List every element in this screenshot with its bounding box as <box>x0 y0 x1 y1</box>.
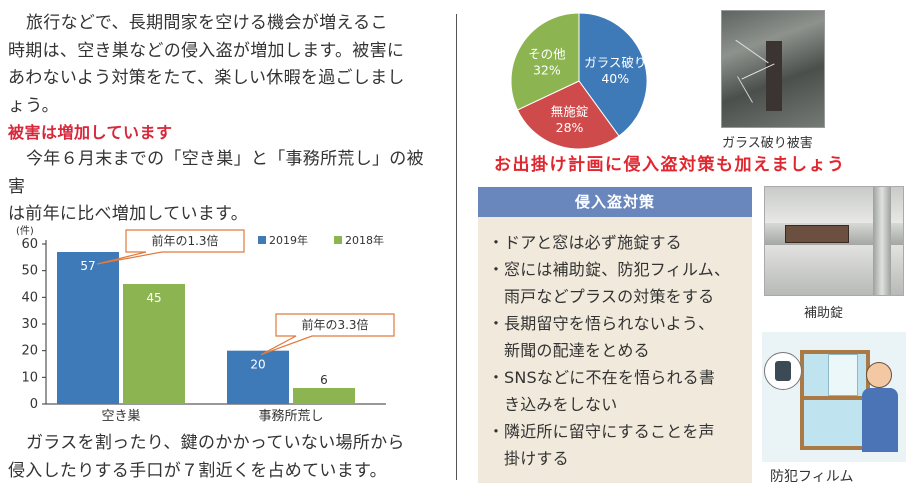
bullet-mark: ・ <box>488 368 505 387</box>
security-film-illustration <box>762 332 906 462</box>
increase-heading: 被害は増加しています <box>8 123 173 142</box>
bar-value-label: 45 <box>146 291 161 305</box>
measures-box: 侵入盗対策 ・ドアと窓は必ず施錠する・窓には補助錠、防犯フィルム、 雨戸などプラス… <box>478 187 752 483</box>
y-tick-label: 40 <box>21 290 38 305</box>
legend-swatch <box>258 236 266 244</box>
intro-line-2: 時期は、空き巣などの侵入盗が増加します。被害に <box>8 40 405 61</box>
bullet-mark: ・ <box>488 422 505 441</box>
bullet-mark: ・ <box>488 233 505 252</box>
bar-chart: (件) 0 10 20 30 40 50 60 57 45 20 6 空き巣 事務所荒し 2019年… <box>16 225 395 424</box>
legend-swatch <box>334 236 342 244</box>
intro-paragraph: 旅行などで、長期間家を空ける機会が増えるこ 時期は、空き巣などの侵入盗が増加しま… <box>8 10 438 120</box>
measure-text: ドアと窓は必ず施錠する <box>504 233 682 252</box>
y-axis-unit-label: (件) <box>16 225 34 237</box>
y-tick-label: 10 <box>21 370 38 385</box>
bottom-line-1: ガラスを割ったり、鍵のかかっていない場所から <box>26 433 405 453</box>
measure-item: ・ドアと窓は必ず施錠する <box>488 229 752 256</box>
glass-photo-caption: ガラス破り被害 <box>722 136 813 151</box>
legend-label: 2019年 <box>269 233 308 247</box>
callout-bubble <box>260 313 395 356</box>
intro-line-1: 旅行などで、長期間家を空ける機会が増えるこ <box>26 13 388 33</box>
y-tick-label: 0 <box>30 397 38 412</box>
y-tick-label: 50 <box>21 264 38 279</box>
measure-item: ・窓には補助錠、防犯フィルム、 雨戸などプラスの対策をする <box>488 256 752 310</box>
increase-paragraph: 今年６月末までの「空き巣」と「事務所荒し」の被害 は前年に比べ増加しています。 <box>8 146 438 229</box>
bar-0-1 <box>227 350 289 404</box>
measure-text: き込みをしない <box>504 395 618 414</box>
measure-item: ・隣近所に留守にすることを声 掛けする <box>488 418 752 472</box>
pie-slice-2 <box>510 12 580 111</box>
film-illus-caption: 防犯フィルム <box>770 469 854 485</box>
bottom-paragraph: ガラスを割ったり、鍵のかかっていない場所から 侵入したりする手口が７割近くを占め… <box>8 430 448 485</box>
bottom-line-2: 侵入したりする手口が７割近くを占めています。 <box>8 460 387 481</box>
measure-item: ・ SNSなどに不在を悟られる書 き込みをしない <box>488 364 752 418</box>
bullet-mark: ・ <box>488 260 505 279</box>
pie-slice-value: 28% <box>556 120 584 135</box>
increase-line-2: は前年に比べ増加しています。 <box>8 204 248 224</box>
y-tick-label: 30 <box>21 317 38 332</box>
y-tick-label: 60 <box>21 237 38 252</box>
measure-text: 雨戸などプラスの対策をする <box>504 287 715 306</box>
measure-item: ・長期留守を悟られないよう、 新聞の配達をとめる <box>488 310 752 364</box>
callout-text: 前年の3.3倍 <box>301 317 368 332</box>
pie-slice-label: その他 <box>528 47 566 62</box>
callout-bubble <box>96 229 245 265</box>
auxiliary-lock-photo <box>764 186 904 296</box>
lock-photo-caption: 補助錠 <box>804 306 844 321</box>
y-tick-label: 20 <box>21 344 38 359</box>
pie-slice-value: 40% <box>601 71 629 86</box>
measure-text: 長期留守を悟られないよう、 <box>504 314 715 333</box>
pie-slice-label: ガラス破り <box>584 55 646 70</box>
column-divider <box>456 14 457 480</box>
outing-heading: お出掛け計画に侵入盗対策も加えましょう <box>494 155 846 175</box>
pie-slice-value: 32% <box>533 63 561 78</box>
pie-slice-0 <box>578 12 648 137</box>
measure-text: 窓には補助錠、防犯フィルム、 <box>504 260 731 279</box>
measures-list: ・ドアと窓は必ず施錠する・窓には補助錠、防犯フィルム、 雨戸などプラスの対策をする… <box>478 217 752 472</box>
x-category-label: 事務所荒し <box>258 409 323 424</box>
pie-slice-label: 無施錠 <box>551 104 589 119</box>
measure-text: 隣近所に留守にすることを声 <box>504 422 715 441</box>
bar-1-1 <box>293 388 355 404</box>
measures-title: 侵入盗対策 <box>478 187 752 217</box>
x-category-label: 空き巣 <box>101 409 140 424</box>
legend-label: 2018年 <box>345 233 384 247</box>
callout-text: 前年の1.3倍 <box>151 233 218 248</box>
glass-break-photo <box>721 10 825 128</box>
bullet-mark: ・ <box>488 314 505 333</box>
increase-line-1: 今年６月末までの「空き巣」と「事務所荒し」の被害 <box>8 149 424 197</box>
pie-slice-1 <box>516 80 620 150</box>
bar-0-0 <box>57 252 119 404</box>
left-column: 旅行などで、長期間家を空ける機会が増えるこ 時期は、空き巣などの侵入盗が増加しま… <box>8 10 438 229</box>
bar-value-label: 6 <box>320 373 328 387</box>
bar-value-label: 20 <box>250 358 265 372</box>
intro-line-3: あわないよう対策をたて、楽しい休暇を過ごしまし <box>8 68 405 88</box>
measure-text: 新聞の配達をとめる <box>504 341 650 360</box>
bar-1-0 <box>123 284 185 404</box>
measure-text: 掛けする <box>504 449 569 468</box>
measure-text: SNSなどに不在を悟られる書 <box>504 368 716 387</box>
intro-line-4: ょう。 <box>8 95 59 116</box>
bar-value-label: 57 <box>80 259 95 273</box>
